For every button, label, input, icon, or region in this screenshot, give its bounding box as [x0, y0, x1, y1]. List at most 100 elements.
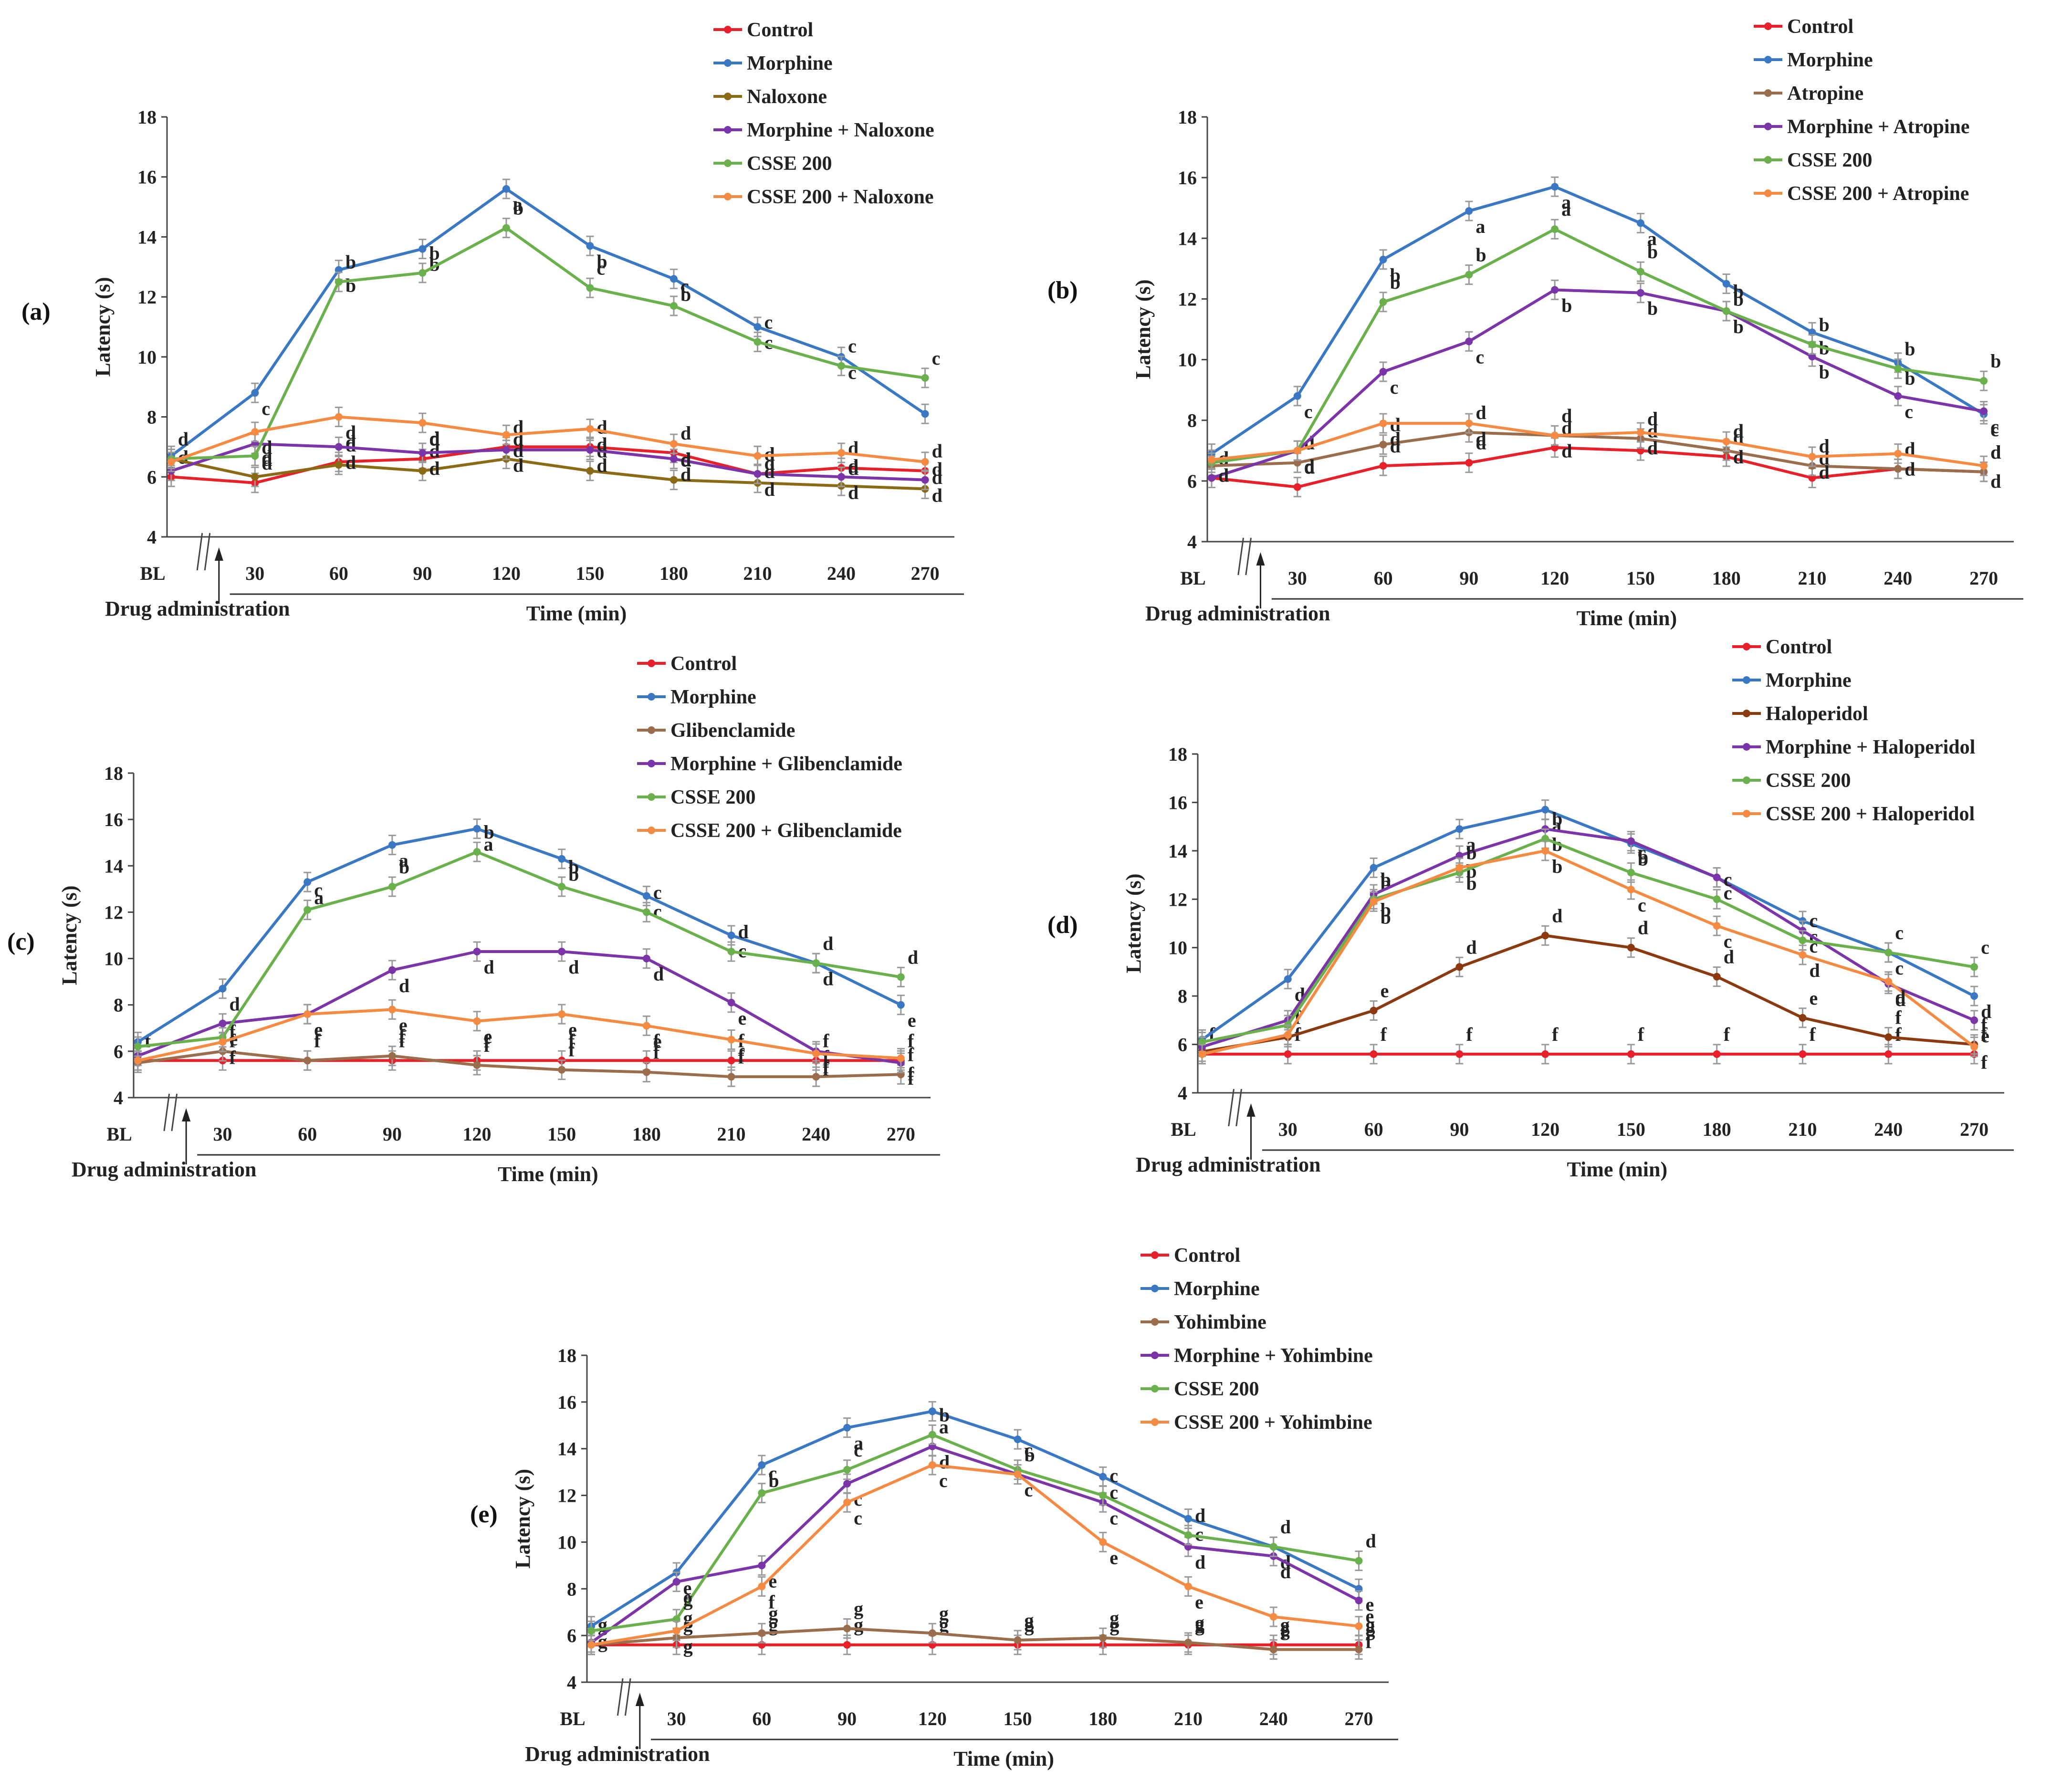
- legend-entry: Control: [1766, 636, 1832, 658]
- significance-letter: d: [823, 932, 833, 954]
- data-point: [1014, 1470, 1022, 1478]
- data-point: [558, 1066, 566, 1074]
- data-point: [419, 419, 427, 427]
- axis-break-mark: [1228, 1089, 1235, 1127]
- significance-letter: a: [1561, 199, 1571, 220]
- data-point: [419, 467, 427, 475]
- significance-letter: d: [1819, 448, 1830, 469]
- data-point: [928, 1461, 936, 1469]
- data-point: [1379, 440, 1387, 449]
- legend-entry: CSSE 200: [670, 786, 756, 808]
- significance-letter: c: [1724, 882, 1732, 904]
- y-axis-title: Latency (s): [511, 1469, 534, 1569]
- data-point: [812, 959, 820, 967]
- significance-letter: f: [1981, 1052, 1988, 1073]
- legend-marker: [1151, 1285, 1159, 1292]
- significance-letter: b: [429, 242, 440, 264]
- legend-entry: Morphine: [1787, 49, 1873, 71]
- data-point: [1379, 368, 1387, 376]
- data-point: [1379, 419, 1387, 428]
- legend-marker: [648, 660, 655, 667]
- data-point: [1541, 932, 1549, 940]
- x-tick-label: 150: [1617, 1119, 1645, 1140]
- data-point: [928, 1431, 936, 1439]
- x-tick-label: BL: [140, 563, 165, 584]
- x-tick-label: 270: [1344, 1708, 1373, 1729]
- data-point: [167, 458, 175, 466]
- data-point: [758, 1461, 766, 1469]
- data-point: [473, 948, 481, 955]
- significance-letter: d: [1552, 905, 1562, 926]
- significance-letter: f: [484, 1035, 491, 1056]
- legend-marker: [648, 760, 655, 767]
- significance-letter: c: [314, 880, 323, 901]
- significance-letter: a: [513, 194, 523, 215]
- data-point: [303, 1010, 312, 1018]
- legend-marker: [724, 193, 732, 200]
- significance-letter: d: [932, 485, 942, 506]
- significance-letter: d: [1390, 435, 1401, 457]
- significance-letter: b: [568, 856, 579, 878]
- significance-letter: b: [1025, 1444, 1035, 1466]
- significance-letter: g: [1109, 1614, 1119, 1636]
- data-point: [335, 461, 343, 469]
- panel-label: (c): [7, 928, 35, 955]
- y-tick-label: 8: [567, 1578, 576, 1600]
- legend-marker: [1151, 1251, 1159, 1259]
- data-point: [642, 908, 650, 916]
- panel-c: (c) 4 6 8 10 12 14 16 18 Latency (s) BL 30 60 90 120 15…: [7, 653, 940, 1186]
- x-tick-label: 30: [1288, 567, 1307, 589]
- x-tick-label: 30: [1278, 1119, 1298, 1140]
- significance-letter: d: [568, 956, 579, 978]
- series-line: [137, 1008, 901, 1062]
- data-point: [921, 458, 929, 466]
- legend-entry: CSSE 200: [1766, 770, 1851, 792]
- significance-letter: c: [939, 1470, 948, 1491]
- data-point: [558, 883, 566, 890]
- data-point: [1636, 219, 1644, 227]
- significance-letter: c: [1638, 894, 1646, 916]
- legend-entry: Control: [1787, 16, 1853, 38]
- axis-break-mark: [1235, 1089, 1242, 1127]
- legend-marker: [1743, 743, 1750, 751]
- significance-letter: d: [1895, 986, 1905, 1008]
- significance-letter: b: [1905, 338, 1915, 360]
- data-point: [1894, 392, 1902, 400]
- data-point: [134, 1043, 142, 1051]
- y-tick-label: 12: [104, 901, 123, 923]
- data-point: [812, 1049, 820, 1058]
- x-tick-label: 60: [1364, 1119, 1383, 1140]
- data-point: [1269, 1543, 1277, 1551]
- significance-letter: d: [1733, 446, 1744, 468]
- significance-letter: c: [653, 881, 662, 903]
- significance-letter: c: [848, 362, 857, 383]
- x-tick-label: BL: [1180, 567, 1205, 589]
- significance-letter: c: [1895, 957, 1904, 979]
- series-line: [170, 415, 925, 463]
- significance-letter: e: [399, 1014, 408, 1036]
- data-point: [1014, 1636, 1022, 1644]
- significance-letter: f: [1981, 1024, 1988, 1045]
- data-point: [758, 1489, 766, 1497]
- significance-letter: f: [738, 1046, 745, 1068]
- significance-letter: d: [262, 452, 272, 474]
- drug-administration-label: Drug administration: [1136, 1153, 1320, 1176]
- significance-letter: a: [314, 887, 324, 908]
- significance-letter: b: [768, 1470, 779, 1491]
- legend-entry: Morphine + Atropine: [1787, 116, 1970, 138]
- panel-d: (d) 4 6 8 10 12 14 16 18 Latency (s) BL 30 60 90 120 15…: [1047, 636, 2014, 1181]
- significance-letter: d: [1195, 1505, 1205, 1526]
- data-point: [388, 1052, 396, 1060]
- axis-break-mark: [204, 533, 211, 571]
- significance-letter: d: [1733, 420, 1744, 441]
- significance-letter: d: [1724, 946, 1734, 968]
- significance-letter: d: [1466, 936, 1476, 958]
- data-point: [502, 431, 510, 439]
- data-point: [473, 1017, 481, 1025]
- significance-letter: d: [1819, 461, 1830, 483]
- drug-arrow-head: [214, 547, 223, 561]
- drug-arrow-head: [1246, 1103, 1256, 1117]
